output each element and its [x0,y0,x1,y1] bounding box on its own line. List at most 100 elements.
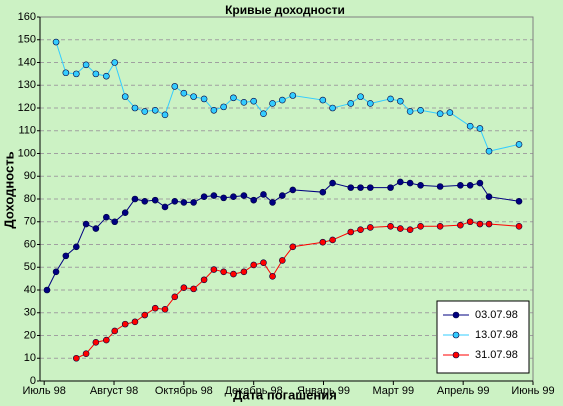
data-point [82,61,90,69]
x-axis-label: Дата погашения [233,387,337,402]
data-point [180,89,188,97]
data-point [103,72,110,80]
data-point [240,99,248,106]
data-point [366,100,374,107]
x-tick-label: Июнь 99 [511,385,554,397]
data-point [417,182,424,189]
data-point [347,100,355,107]
y-tick-label: 20 [24,329,36,341]
data-point [210,106,218,114]
y-tick-label: 100 [18,147,36,159]
data-point [52,38,60,46]
y-tick-label: 10 [24,352,36,364]
data-point [485,193,493,201]
data-point [260,110,267,117]
data-point [466,122,474,130]
legend-label: 13.07.98 [475,329,518,341]
data-point [43,286,51,294]
data-point [62,252,70,260]
x-tick-label: Декабрь 98 [225,385,283,397]
data-point [151,106,159,114]
x-tick-label: Октябрь 98 [155,385,213,397]
y-tick-label: 80 [24,193,36,205]
data-point [417,223,424,230]
data-point [466,182,474,189]
data-point [121,93,129,100]
data-point [406,226,414,234]
data-point [457,221,464,229]
data-point [250,97,257,105]
data-point [260,191,267,198]
y-tick-label: 140 [18,56,36,68]
data-point [171,197,179,205]
data-point [250,196,257,204]
y-tick-label: 90 [24,170,36,182]
data-point [387,184,394,191]
legend-marker [452,351,460,359]
data-point [161,111,169,119]
data-point [319,188,327,196]
data-point [397,225,404,232]
y-tick-label: 150 [18,34,36,46]
data-point [141,197,149,205]
data-point [446,109,454,116]
data-point [436,183,444,190]
data-point [319,238,327,246]
data-point [357,226,364,234]
data-point [319,96,327,104]
legend-label: 31.07.98 [475,349,518,361]
data-point [103,213,110,221]
data-point [180,199,188,206]
data-point [279,257,286,264]
y-tick-label: 60 [24,238,36,250]
data-point [476,179,484,187]
y-tick-label: 120 [18,102,36,114]
y-tick-label: 40 [24,284,36,296]
data-point [515,141,523,148]
data-point [151,196,159,204]
y-tick-label: 110 [18,125,36,137]
legend-marker [452,331,460,339]
data-point [230,270,237,278]
legend-label: 03.07.98 [475,309,518,321]
x-tick-label: Январь 99 [297,385,350,397]
data-point [171,83,179,90]
data-point [141,108,149,115]
data-point [289,92,297,99]
data-point [279,96,286,104]
data-point [406,179,414,187]
data-point [210,192,218,199]
y-tick-label: 0 [30,375,36,387]
data-point [357,184,364,191]
data-point [92,225,100,232]
data-point [73,354,80,362]
data-point [347,184,355,191]
x-tick-label: Июль 98 [23,385,66,397]
data-point [397,97,404,105]
x-tick-label: Апрель 99 [437,385,490,397]
data-point [436,110,444,117]
data-point [466,218,474,226]
data-point [230,94,237,102]
data-point [92,70,100,78]
data-point [161,203,169,211]
data-point [347,228,355,236]
data-point [240,268,248,276]
data-point [161,306,169,313]
data-point [476,220,484,228]
x-tick-label: Март 99 [373,385,415,397]
data-point [52,268,60,276]
y-axis-label: Доходность [1,151,16,228]
data-point [200,193,208,201]
data-point [131,104,139,112]
data-point [111,327,119,335]
data-point [190,285,197,293]
y-tick-label: 30 [24,307,36,319]
data-point [111,218,119,226]
legend-box [436,300,530,374]
data-point [111,59,119,66]
data-point [436,223,444,230]
data-point [406,108,414,115]
data-point [82,220,90,228]
